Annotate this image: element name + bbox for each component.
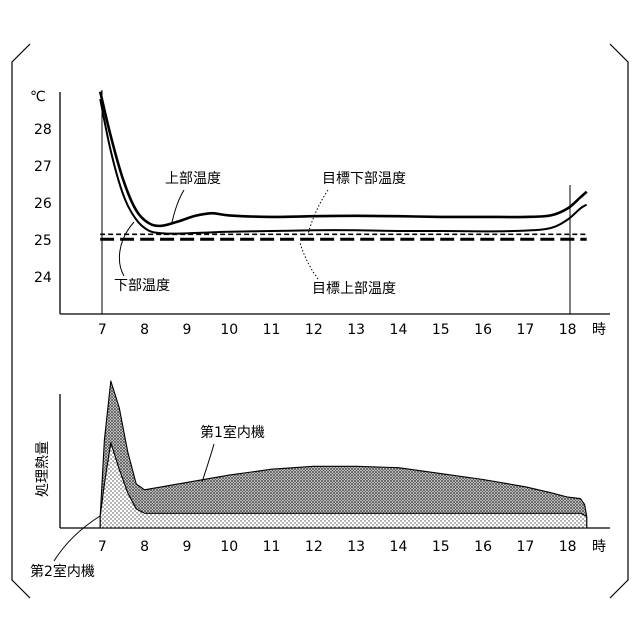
indoor-unit-1-leader bbox=[202, 444, 214, 482]
left-bracket bbox=[12, 44, 30, 598]
temperature-x-tick-label: 14 bbox=[390, 322, 408, 338]
temperature-x-tick-label: 9 bbox=[182, 322, 191, 338]
lower-temperature-leader bbox=[119, 222, 134, 276]
temperature-y-tick-label: 25 bbox=[34, 233, 52, 249]
right-bracket bbox=[610, 44, 628, 598]
temperature-y-tick-label: 27 bbox=[34, 159, 52, 175]
target-upper-temperature-label: 目標上部温度 bbox=[312, 281, 396, 297]
temperature-y-tick-labels: 24 25 26 27 28 bbox=[34, 122, 52, 286]
temperature-x-tick-label: 18 bbox=[559, 322, 577, 338]
target-lower-temperature-label: 目標下部温度 bbox=[322, 171, 406, 187]
upper-temperature-line bbox=[100, 92, 587, 226]
temperature-x-unit-label: 時 bbox=[592, 322, 606, 338]
temperature-x-tick-label: 8 bbox=[140, 322, 149, 338]
temperature-x-tick-label: 7 bbox=[98, 322, 107, 338]
lower-temperature-label: 下部温度 bbox=[114, 278, 170, 294]
indoor-unit-2-leader bbox=[54, 516, 100, 561]
indoor-unit-2-label: 第2室内機 bbox=[30, 563, 95, 580]
heat-chart: 7 8 9 10 11 12 13 14 15 16 17 18 時 処理熱量 第1室内機 第2室内機 bbox=[30, 381, 610, 580]
temperature-y-tick-label: 28 bbox=[34, 122, 52, 138]
heat-x-tick-label: 15 bbox=[432, 539, 450, 555]
temperature-unit-label: ℃ bbox=[30, 89, 46, 105]
temperature-x-tick-label: 15 bbox=[432, 322, 450, 338]
temperature-x-tick-label: 13 bbox=[347, 322, 365, 338]
heat-x-tick-label: 14 bbox=[390, 539, 408, 555]
heat-x-unit-label: 時 bbox=[592, 539, 606, 555]
heat-series bbox=[100, 381, 587, 528]
temperature-chart: ℃ 24 25 26 27 28 7 8 9 10 11 12 13 14 15 16 17 18 時 上部温… bbox=[30, 89, 610, 338]
temperature-x-tick-label: 12 bbox=[305, 322, 323, 338]
heat-x-tick-label: 17 bbox=[516, 539, 534, 555]
temperature-x-tick-label: 17 bbox=[516, 322, 534, 338]
target-upper-temperature-leader bbox=[300, 243, 318, 279]
heat-y-axis-label: 処理熱量 bbox=[35, 441, 51, 497]
indoor-unit-1-label: 第1室内機 bbox=[200, 424, 265, 441]
temperature-x-tick-label: 11 bbox=[263, 322, 281, 338]
indoor-unit-1-area bbox=[100, 381, 587, 528]
heat-x-tick-label: 7 bbox=[98, 539, 107, 555]
heat-x-tick-label: 12 bbox=[305, 539, 323, 555]
lower-temperature-line bbox=[100, 99, 587, 234]
target-lower-temperature-leader bbox=[308, 190, 328, 234]
temperature-x-tick-label: 10 bbox=[220, 322, 238, 338]
temperature-x-tick-label: 16 bbox=[474, 322, 492, 338]
heat-x-tick-label: 9 bbox=[182, 539, 191, 555]
heat-x-tick-label: 18 bbox=[559, 539, 577, 555]
heat-x-tick-label: 8 bbox=[140, 539, 149, 555]
upper-temperature-leader bbox=[172, 190, 184, 222]
temperature-x-tick-labels: 7 8 9 10 11 12 13 14 15 16 17 18 bbox=[98, 322, 577, 338]
temperature-y-tick-label: 24 bbox=[34, 270, 52, 286]
heat-x-tick-label: 16 bbox=[474, 539, 492, 555]
heat-x-tick-label: 10 bbox=[220, 539, 238, 555]
upper-temperature-label: 上部温度 bbox=[165, 171, 221, 187]
temperature-y-tick-label: 26 bbox=[34, 196, 52, 212]
heat-x-tick-label: 11 bbox=[263, 539, 281, 555]
heat-x-tick-labels: 7 8 9 10 11 12 13 14 15 16 17 18 bbox=[98, 539, 577, 555]
heat-x-tick-label: 13 bbox=[347, 539, 365, 555]
